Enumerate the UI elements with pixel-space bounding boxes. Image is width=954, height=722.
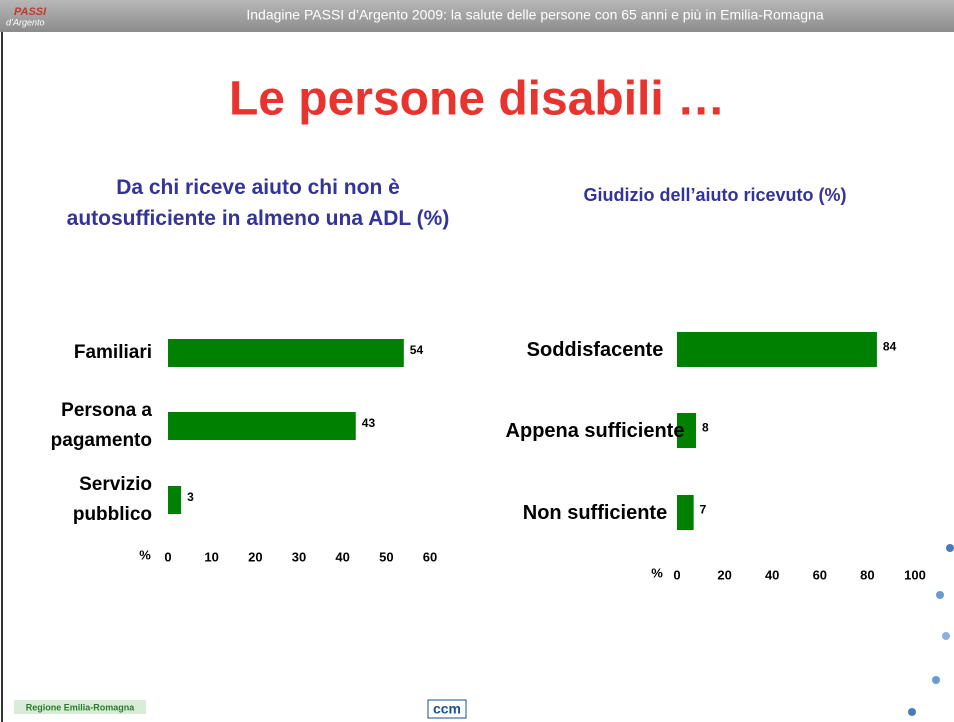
x-tick-label: 40 bbox=[335, 549, 349, 564]
data-label: 84 bbox=[883, 340, 897, 354]
x-tick-label: 20 bbox=[717, 567, 731, 582]
header-text: Indagine PASSI d’Argento 2009: la salute… bbox=[246, 7, 823, 23]
axis-label: % bbox=[139, 547, 151, 562]
bar bbox=[168, 339, 404, 367]
data-label: 43 bbox=[362, 416, 376, 430]
y-tick-label: Familiari bbox=[73, 342, 152, 363]
x-tick-label: 20 bbox=[248, 549, 262, 564]
bar bbox=[168, 486, 182, 514]
chart-title: Da chi riceve aiuto chi non è autosuffic… bbox=[66, 176, 450, 230]
x-tick-label: 0 bbox=[673, 567, 680, 582]
y-tick-label: Servizio pubblico bbox=[72, 474, 152, 525]
slide-title: Le persone disabili … bbox=[229, 73, 725, 126]
logo-text: d’Argento bbox=[6, 17, 45, 27]
logo-text: Regione Emilia-Romagna bbox=[26, 702, 136, 712]
logo-box bbox=[427, 699, 467, 719]
x-tick-label: 60 bbox=[813, 567, 827, 582]
bar bbox=[677, 332, 877, 367]
logo-text: ccm bbox=[433, 701, 461, 717]
decor-dot bbox=[942, 632, 950, 640]
y-tick-label: Soddisfacente bbox=[526, 338, 664, 361]
data-label: 8 bbox=[702, 421, 709, 435]
decor-dot bbox=[946, 544, 954, 552]
chart-title: Giudizio dell’aiuto ricevuto (%) bbox=[583, 185, 847, 205]
bar bbox=[168, 412, 356, 440]
x-tick-label: 80 bbox=[860, 567, 874, 582]
decor-dot bbox=[936, 591, 944, 599]
logo-text: PASSI bbox=[14, 6, 47, 18]
x-tick-label: 0 bbox=[164, 549, 171, 564]
decor-dot bbox=[932, 676, 940, 684]
header-bar bbox=[0, 0, 954, 32]
x-tick-label: 100 bbox=[904, 567, 926, 582]
y-tick-label: Appena sufficiente bbox=[505, 419, 685, 442]
bar bbox=[677, 495, 694, 530]
decor-dot bbox=[908, 708, 916, 716]
x-tick-label: 10 bbox=[204, 549, 218, 564]
x-tick-label: 50 bbox=[379, 549, 393, 564]
x-tick-label: 40 bbox=[765, 567, 779, 582]
logo-box bbox=[14, 700, 146, 714]
bar bbox=[677, 413, 697, 448]
data-label: 3 bbox=[187, 490, 194, 504]
y-tick-label: Non sufficiente bbox=[522, 501, 668, 524]
y-tick-label: Persona a pagamento bbox=[50, 400, 152, 451]
data-label: 7 bbox=[700, 503, 707, 517]
axis-label: % bbox=[651, 565, 663, 580]
x-tick-label: 60 bbox=[423, 549, 437, 564]
x-tick-label: 30 bbox=[292, 549, 306, 564]
data-label: 54 bbox=[410, 343, 424, 357]
